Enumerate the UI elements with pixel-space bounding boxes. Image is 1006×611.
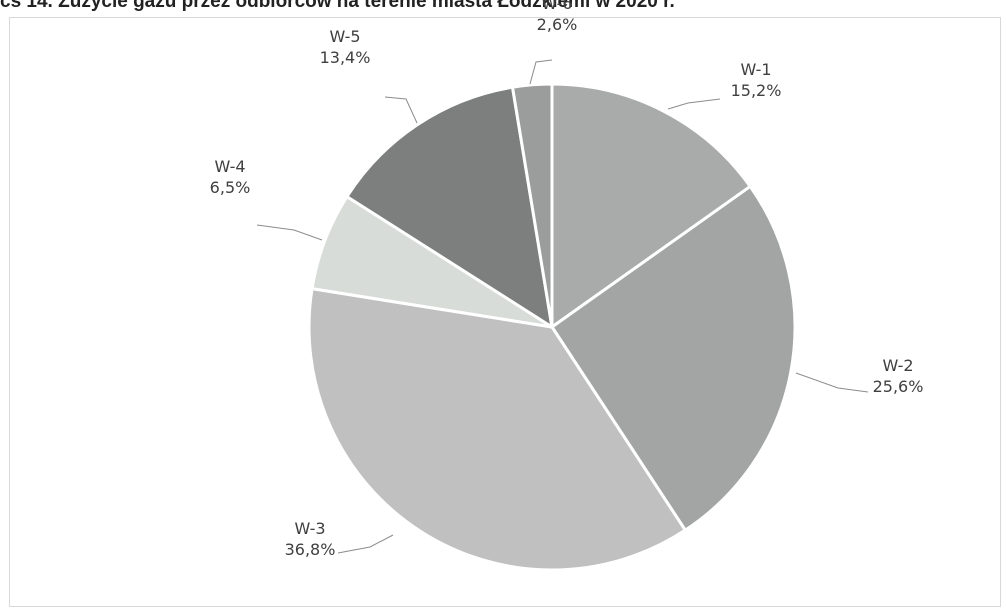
category-label-w-2: W-2 (882, 356, 913, 375)
category-label-w-3: W-3 (294, 519, 325, 538)
category-label-w-6: W-6 (541, 0, 572, 13)
leader-line-w-4 (257, 225, 322, 240)
leader-line-w-6 (530, 60, 552, 84)
value-label-w-2: 25,6% (873, 377, 924, 396)
value-label-w-6: 2,6% (537, 15, 578, 34)
leader-line-w-5 (385, 97, 417, 123)
value-label-w-1: 15,2% (731, 81, 782, 100)
leader-line-w-1 (668, 99, 720, 109)
category-label-w-4: W-4 (214, 157, 245, 176)
leader-line-w-3 (338, 535, 393, 553)
value-label-w-3: 36,8% (285, 540, 336, 559)
category-label-w-1: W-1 (740, 60, 771, 79)
category-label-w-5: W-5 (329, 27, 360, 46)
leader-line-w-2 (796, 373, 868, 392)
value-label-w-5: 13,4% (320, 48, 371, 67)
value-label-w-4: 6,5% (210, 178, 251, 197)
